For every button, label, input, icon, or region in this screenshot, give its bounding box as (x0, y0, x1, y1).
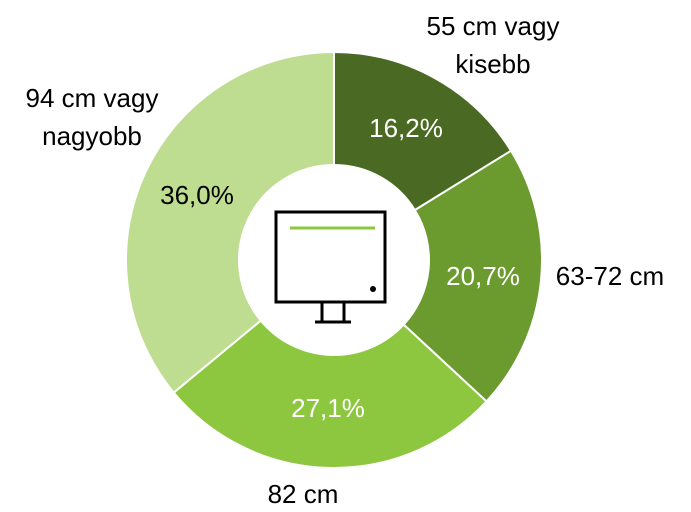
screen (274, 210, 387, 304)
slice (333, 50, 513, 212)
category-label: 94 cm vagy nagyobb (26, 83, 159, 151)
slice (402, 149, 543, 403)
slice (172, 319, 488, 469)
value-label: 16,2% (369, 113, 443, 143)
category-label: 63-72 cm (556, 261, 664, 291)
category-label: 55 cm vagy kisebb (427, 11, 560, 79)
power-dot (370, 286, 376, 292)
value-label: 27,1% (291, 393, 365, 423)
slice (125, 50, 335, 394)
monitor-icon (274, 210, 387, 324)
value-label: 20,7% (446, 261, 520, 291)
value-label: 36,0% (160, 180, 234, 210)
category-label: 82 cm (268, 479, 339, 509)
